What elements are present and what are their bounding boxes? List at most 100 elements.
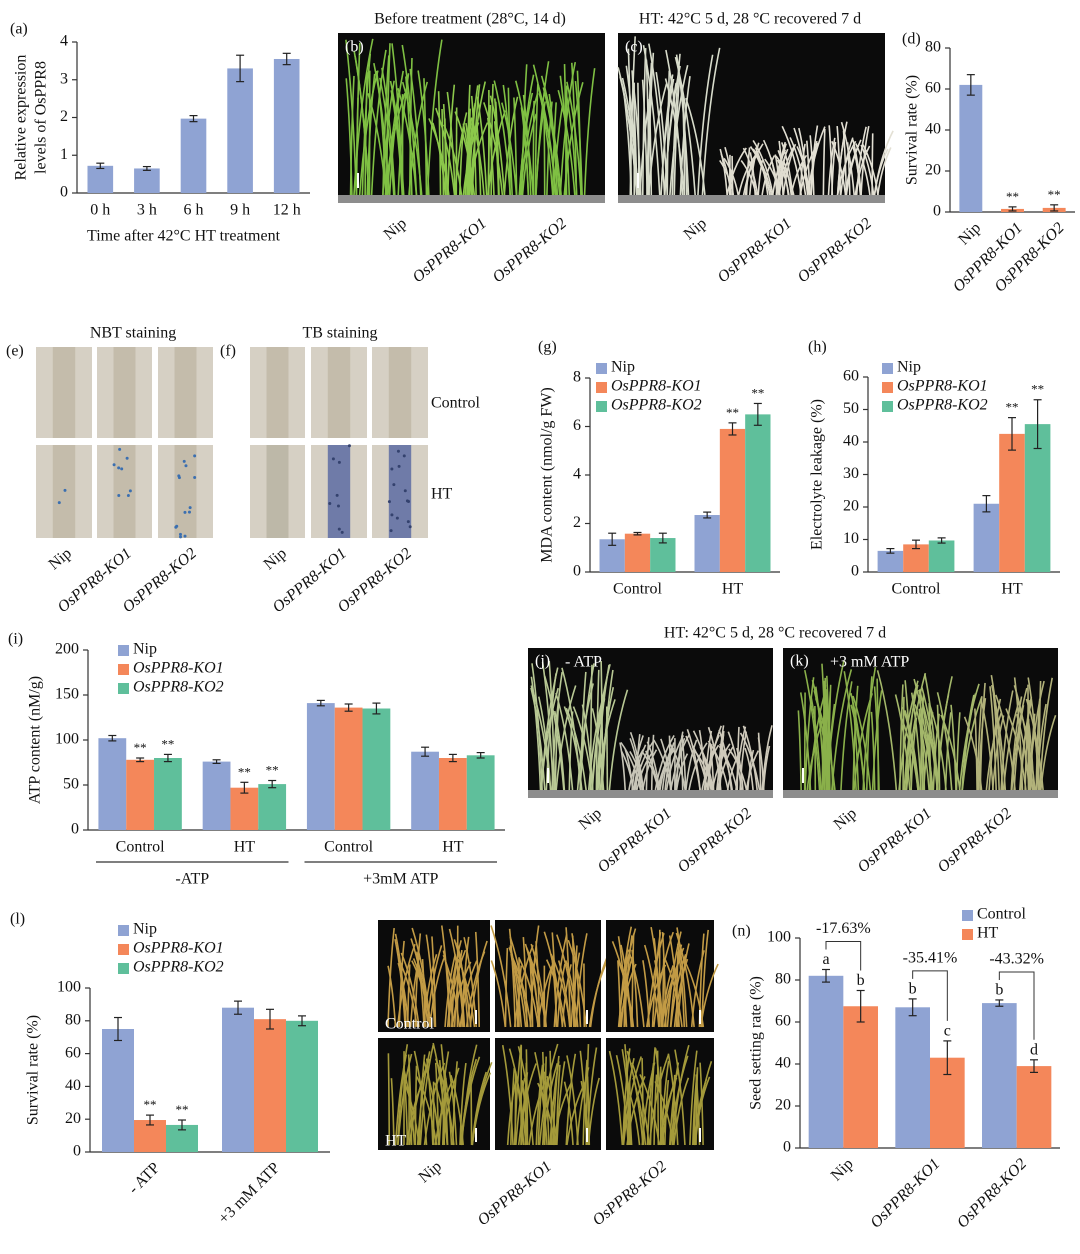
bar — [134, 168, 160, 193]
y-tick-label: 6 — [573, 417, 581, 434]
leaf — [663, 957, 683, 1028]
leaf — [394, 1054, 408, 1146]
leaf — [836, 125, 842, 196]
leaf — [426, 945, 443, 1028]
leaf — [561, 964, 572, 1028]
y-tick-label: 60 — [775, 1013, 791, 1030]
leaf — [764, 158, 781, 196]
leaf — [675, 731, 684, 791]
leaf — [633, 740, 654, 791]
stain — [182, 459, 186, 463]
y-tick-label: 40 — [925, 121, 941, 138]
leaf — [737, 154, 757, 196]
leaf — [403, 1081, 420, 1146]
leaf — [508, 928, 517, 1028]
x-tick-label: Control — [324, 839, 373, 856]
leaf — [843, 671, 857, 791]
leaf — [719, 159, 735, 196]
stain — [178, 532, 182, 536]
leaf — [546, 1076, 557, 1146]
leaf — [663, 947, 685, 1028]
x-tick-label: HT — [1001, 581, 1023, 598]
leaf — [396, 1044, 409, 1146]
legend-label: OsPPR8-KO2 — [133, 959, 224, 976]
legend-swatch — [118, 963, 129, 974]
leaf — [628, 749, 644, 791]
leaf — [52, 347, 76, 438]
leaf — [739, 731, 748, 791]
leaf — [745, 147, 751, 196]
leaf — [645, 750, 660, 791]
leaf — [936, 704, 941, 791]
leaf — [535, 61, 550, 196]
leaf — [419, 1044, 435, 1146]
genotype-label: OsPPR8-KO1 — [410, 215, 490, 286]
leaf — [1024, 699, 1030, 791]
leaf — [846, 142, 851, 196]
leaf — [453, 949, 463, 1028]
comparison-label: -17.63% — [816, 920, 871, 937]
leaf — [797, 710, 802, 791]
leaf — [364, 72, 368, 196]
leaf — [693, 1076, 711, 1146]
leaf — [620, 751, 635, 791]
leaf — [487, 104, 492, 196]
leaf — [556, 1061, 566, 1146]
leaf — [822, 128, 826, 196]
bar — [1016, 1066, 1052, 1148]
y-tick-label: 10 — [843, 530, 859, 547]
leaf — [266, 445, 289, 538]
bar — [98, 738, 127, 830]
bar — [650, 538, 676, 572]
leaf — [398, 960, 418, 1028]
panel-label: (n) — [732, 923, 751, 940]
leaf — [555, 692, 574, 791]
leaf — [740, 160, 758, 196]
leaf — [571, 933, 582, 1028]
photo-floor — [338, 195, 605, 203]
leaf — [836, 121, 848, 196]
leaf — [443, 124, 463, 196]
leaf — [451, 1061, 458, 1146]
stain — [118, 447, 122, 451]
bar-annotation: ** — [1048, 187, 1061, 202]
leaf — [513, 1044, 522, 1146]
legend-label: OsPPR8-KO2 — [897, 397, 988, 414]
bar-annotation: ** — [751, 385, 764, 400]
leaf — [576, 1067, 590, 1146]
bar-annotation: b — [995, 982, 1003, 999]
leaf — [398, 940, 405, 1028]
leaf — [648, 43, 666, 196]
y-tick-label: 0 — [851, 563, 859, 580]
leaf — [744, 159, 754, 196]
leaf — [990, 674, 1004, 791]
leaf — [538, 1043, 559, 1146]
leaf — [865, 676, 873, 791]
leaf — [876, 670, 898, 791]
x-tick-label: OsPPR8-KO1 — [867, 1155, 943, 1231]
leaf — [366, 73, 376, 196]
leaf — [490, 960, 507, 1028]
leaf — [692, 730, 712, 791]
leaf — [588, 959, 609, 1028]
leaf — [1018, 707, 1036, 791]
panel-label: (j) — [535, 653, 550, 670]
y-axis-label: Electrolyte leakage (%) — [809, 399, 826, 550]
leaf — [382, 55, 390, 196]
y-tick-label: 100 — [55, 731, 79, 748]
stain — [408, 525, 412, 529]
row-label: Control — [385, 1016, 434, 1033]
bar — [808, 975, 844, 1148]
genotype-label: Nip — [681, 215, 710, 243]
leaf — [870, 711, 876, 791]
leaf — [432, 122, 447, 196]
leaf — [548, 661, 556, 791]
y-axis-label: Seed setting rate (%) — [748, 976, 765, 1110]
leaf — [902, 696, 905, 791]
leaf — [568, 711, 574, 791]
bar — [877, 550, 904, 572]
panel-label: (h) — [808, 339, 827, 356]
y-tick-label: 40 — [843, 433, 859, 450]
leaf — [704, 730, 713, 791]
leaf — [435, 107, 456, 196]
